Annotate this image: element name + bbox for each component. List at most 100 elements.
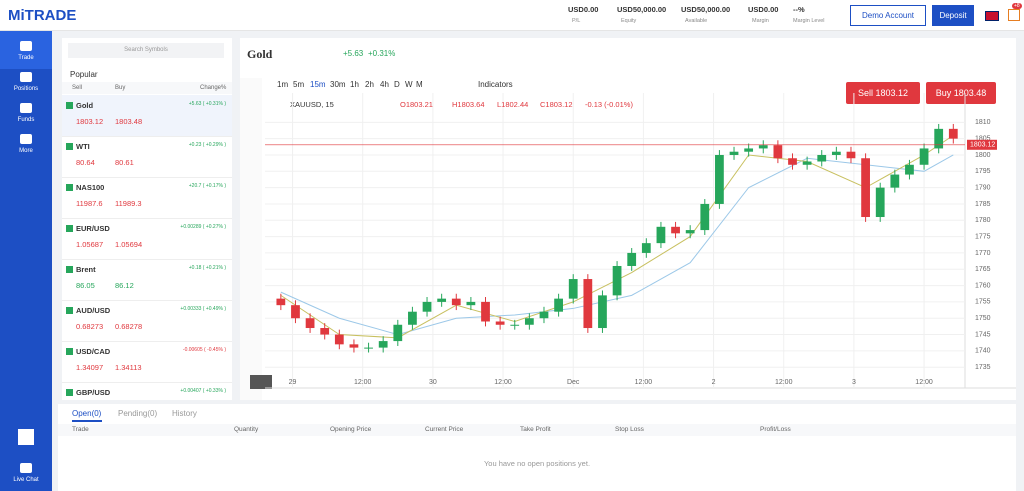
nav-item[interactable]: More — [0, 134, 52, 154]
buy-price: 0.68278 — [115, 322, 143, 331]
y-tick-label: 1765 — [975, 266, 991, 273]
demo-account[interactable]: Demo Account — [850, 5, 926, 26]
candle-body — [919, 148, 929, 165]
header: MiTRADE Demo Account Deposit +8 USD0.00 P… — [0, 0, 1024, 31]
toolbar — [240, 78, 262, 400]
sell-button[interactable]: Sell 1803.12 — [846, 82, 920, 104]
candle-body — [568, 279, 578, 299]
symbol-row[interactable]: GBP/USD +0.00407 ( +0.33% ) — [62, 382, 232, 400]
notifications[interactable] — [1008, 9, 1020, 21]
interval[interactable]: M — [416, 80, 423, 89]
y-tick-label: 1810 — [975, 119, 991, 126]
nav-item[interactable]: Positions — [0, 72, 52, 92]
candle-body — [934, 128, 944, 149]
last-price-label: 1803.12 — [970, 142, 995, 149]
live-chat[interactable]: Live Chat — [0, 463, 52, 483]
symbol-row[interactable]: USD/CAD 1.34097 1.34113 -0.00605 ( -0.45% ) — [62, 341, 232, 383]
deposit[interactable]: Deposit — [932, 5, 974, 26]
interval[interactable]: 30m — [330, 80, 346, 89]
y-tick-label: 1795 — [975, 168, 991, 175]
symbol-row[interactable]: NAS100 11987.6 11989.3 +20.7 ( +0.17% ) — [62, 177, 232, 219]
candle-body — [817, 154, 827, 162]
nav-item[interactable]: Funds — [0, 103, 52, 123]
buy-button[interactable]: Buy 1803.48 — [926, 82, 996, 104]
checkbox — [66, 102, 73, 109]
nav-icon — [20, 72, 32, 82]
stat-value: --% — [793, 5, 805, 14]
stat-value: USD0.00 — [568, 5, 599, 14]
candle-body — [466, 301, 476, 306]
flag[interactable] — [985, 11, 999, 21]
sidebar: Live Chat Trade Positions Funds More — [0, 31, 52, 491]
candle-body — [729, 151, 739, 155]
tab[interactable]: Pending(0) — [118, 409, 158, 418]
symbol-name: USD/CAD — [76, 347, 111, 356]
interval[interactable]: 5m — [293, 80, 305, 89]
interval[interactable]: 4h — [380, 80, 389, 89]
candle-body — [378, 341, 388, 348]
group[interactable]: Popular — [70, 70, 98, 79]
indicators[interactable]: Indicators — [478, 80, 513, 89]
x-tick-label: 12:00 — [494, 379, 512, 386]
candle-body — [671, 226, 680, 234]
nav-label: More — [19, 148, 33, 154]
candle-body — [408, 311, 417, 325]
change: -0.00605 ( -0.45% ) — [182, 347, 226, 353]
search[interactable]: Search Symbols — [68, 43, 224, 58]
tab[interactable]: Open(0) — [72, 409, 102, 418]
interval[interactable]: 15m — [310, 80, 326, 89]
interval[interactable]: D — [394, 80, 400, 89]
symbol-row[interactable]: Gold 1803.12 1803.48 +5.63 ( +0.31% ) — [62, 95, 232, 137]
stat-value: USD50,000.00 — [617, 5, 667, 14]
x-tick-label: Dec — [567, 379, 580, 386]
y-tick-label: 1790 — [975, 184, 991, 191]
interval[interactable]: 1h — [350, 80, 359, 89]
checkbox — [66, 348, 73, 355]
col-buy: Buy — [115, 85, 126, 91]
x-tick-label: 12:00 — [635, 379, 653, 386]
candle-body — [890, 174, 900, 188]
stat-label: Available — [685, 18, 708, 24]
col-change: Change% — [200, 85, 227, 91]
buy-price: 1803.48 — [115, 117, 143, 126]
instrument-change-pct: +0.31% — [368, 49, 396, 58]
scroll-button[interactable] — [250, 375, 272, 389]
column-header: Take Profit — [520, 426, 551, 433]
interval[interactable]: 1m — [277, 80, 289, 89]
tab[interactable]: History — [172, 409, 197, 418]
candle-body — [641, 243, 651, 253]
change: +0.18 ( +0.21% ) — [188, 265, 226, 271]
nav-icon — [20, 103, 32, 113]
stat-value: USD50,000.00 — [681, 5, 731, 14]
candle-body — [291, 305, 300, 319]
buy-price: 1.05694 — [115, 240, 143, 249]
stat-value: USD0.00 — [748, 5, 779, 14]
live-chat-label: Live Chat — [13, 477, 39, 483]
interval[interactable]: W — [405, 80, 413, 89]
interval[interactable]: 2h — [365, 80, 374, 89]
y-tick-label: 1740 — [975, 348, 991, 355]
candle-body — [831, 151, 841, 155]
y-tick-label: 1735 — [975, 364, 991, 371]
buy-price: 1.34113 — [115, 363, 142, 372]
symbol-name: NAS100 — [76, 183, 105, 192]
x-tick-label: 30 — [429, 379, 437, 386]
symbol-row[interactable]: Brent 86.05 86.12 +0.18 ( +0.21% ) — [62, 259, 232, 301]
badge: +8 — [1012, 3, 1022, 9]
nav-label: Positions — [13, 86, 39, 92]
nav-label: Funds — [17, 117, 35, 123]
column-header: Quantity — [234, 426, 259, 433]
candle-body — [627, 252, 637, 266]
nav-item[interactable]: Trade — [0, 41, 52, 61]
col-sell: Sell — [72, 85, 83, 91]
symbol-row[interactable]: WTI 80.64 80.61 +0.23 ( +0.29% ) — [62, 136, 232, 178]
checkbox — [66, 389, 73, 396]
symbol-row[interactable]: AUD/USD 0.68273 0.68278 +0.00333 ( +0.49% ) — [62, 300, 232, 342]
logo: MiTRADE — [8, 7, 77, 24]
sell-price: 11987.6 — [76, 199, 103, 208]
column-header: Trade — [72, 426, 89, 433]
qr-code — [0, 429, 52, 445]
symbol-row[interactable]: EUR/USD 1.05687 1.05694 +0.00289 ( +0.27% ) — [62, 218, 232, 260]
x-tick-label: 29 — [289, 379, 297, 386]
